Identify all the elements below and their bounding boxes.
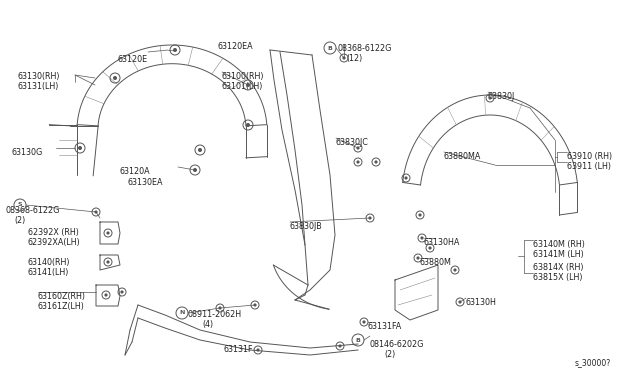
Text: 63120E: 63120E <box>118 55 148 64</box>
Text: 63120EA: 63120EA <box>218 42 253 51</box>
Circle shape <box>78 146 82 150</box>
Text: N: N <box>179 311 185 315</box>
Circle shape <box>356 160 360 164</box>
Circle shape <box>253 304 257 307</box>
Circle shape <box>404 176 408 180</box>
Text: 08368-6122G: 08368-6122G <box>338 44 392 53</box>
Circle shape <box>453 269 456 272</box>
Text: S: S <box>18 202 22 208</box>
Text: 63830J: 63830J <box>488 92 515 101</box>
Circle shape <box>246 123 250 127</box>
Text: 63100(RH): 63100(RH) <box>222 72 264 81</box>
Text: 63814X (RH): 63814X (RH) <box>533 263 584 272</box>
Text: 63130EA: 63130EA <box>128 178 163 187</box>
Circle shape <box>339 344 342 347</box>
Text: 08911-2062H: 08911-2062H <box>188 310 242 319</box>
Text: 63880MA: 63880MA <box>444 152 481 161</box>
Circle shape <box>113 76 117 80</box>
Text: 63131F: 63131F <box>224 345 253 354</box>
Circle shape <box>374 160 378 164</box>
Text: 63130HA: 63130HA <box>424 238 460 247</box>
Text: 63880M: 63880M <box>420 258 452 267</box>
Text: 63101(LH): 63101(LH) <box>222 82 264 91</box>
Circle shape <box>369 217 372 219</box>
Text: 63830JB: 63830JB <box>290 222 323 231</box>
Text: 63160Z(RH): 63160Z(RH) <box>38 292 86 301</box>
Text: 63910 (RH): 63910 (RH) <box>567 152 612 161</box>
Circle shape <box>488 96 492 100</box>
Circle shape <box>419 214 422 217</box>
Text: 63140M (RH): 63140M (RH) <box>533 240 585 249</box>
Circle shape <box>173 48 177 52</box>
Text: (2): (2) <box>14 216 25 225</box>
Text: B: B <box>356 337 360 343</box>
Text: (12): (12) <box>346 54 362 63</box>
Circle shape <box>342 57 346 60</box>
Text: (4): (4) <box>202 320 213 329</box>
Circle shape <box>106 260 109 264</box>
Text: s_30000?: s_30000? <box>575 358 611 367</box>
Text: 63161Z(LH): 63161Z(LH) <box>38 302 85 311</box>
Circle shape <box>257 349 260 352</box>
Text: 62392XA(LH): 62392XA(LH) <box>28 238 81 247</box>
Circle shape <box>198 148 202 152</box>
Text: 63140(RH): 63140(RH) <box>28 258 70 267</box>
Circle shape <box>120 291 124 294</box>
Circle shape <box>417 256 420 260</box>
Text: 62392X (RH): 62392X (RH) <box>28 228 79 237</box>
Circle shape <box>95 211 97 214</box>
Circle shape <box>193 168 197 172</box>
Circle shape <box>218 307 221 310</box>
Text: B: B <box>328 45 332 51</box>
Circle shape <box>428 246 431 250</box>
Text: 63141M (LH): 63141M (LH) <box>533 250 584 259</box>
Circle shape <box>356 147 360 150</box>
Text: 63131FA: 63131FA <box>368 322 403 331</box>
Text: 63141(LH): 63141(LH) <box>28 268 69 277</box>
Circle shape <box>106 231 109 235</box>
Text: 63830JC: 63830JC <box>336 138 369 147</box>
Text: 08146-6202G: 08146-6202G <box>370 340 424 349</box>
Text: 63130(RH): 63130(RH) <box>18 72 61 81</box>
Circle shape <box>458 301 461 304</box>
Text: 63130H: 63130H <box>466 298 497 307</box>
Circle shape <box>420 236 424 240</box>
Text: 63131(LH): 63131(LH) <box>18 82 60 91</box>
Circle shape <box>246 83 250 87</box>
Text: 63815X (LH): 63815X (LH) <box>533 273 582 282</box>
Text: 63130G: 63130G <box>12 148 44 157</box>
Circle shape <box>362 320 365 324</box>
Circle shape <box>104 294 108 296</box>
Text: (2): (2) <box>384 350 396 359</box>
Text: 08368-6122G: 08368-6122G <box>6 206 60 215</box>
Text: 63120A: 63120A <box>120 167 150 176</box>
Text: 63911 (LH): 63911 (LH) <box>567 162 611 171</box>
